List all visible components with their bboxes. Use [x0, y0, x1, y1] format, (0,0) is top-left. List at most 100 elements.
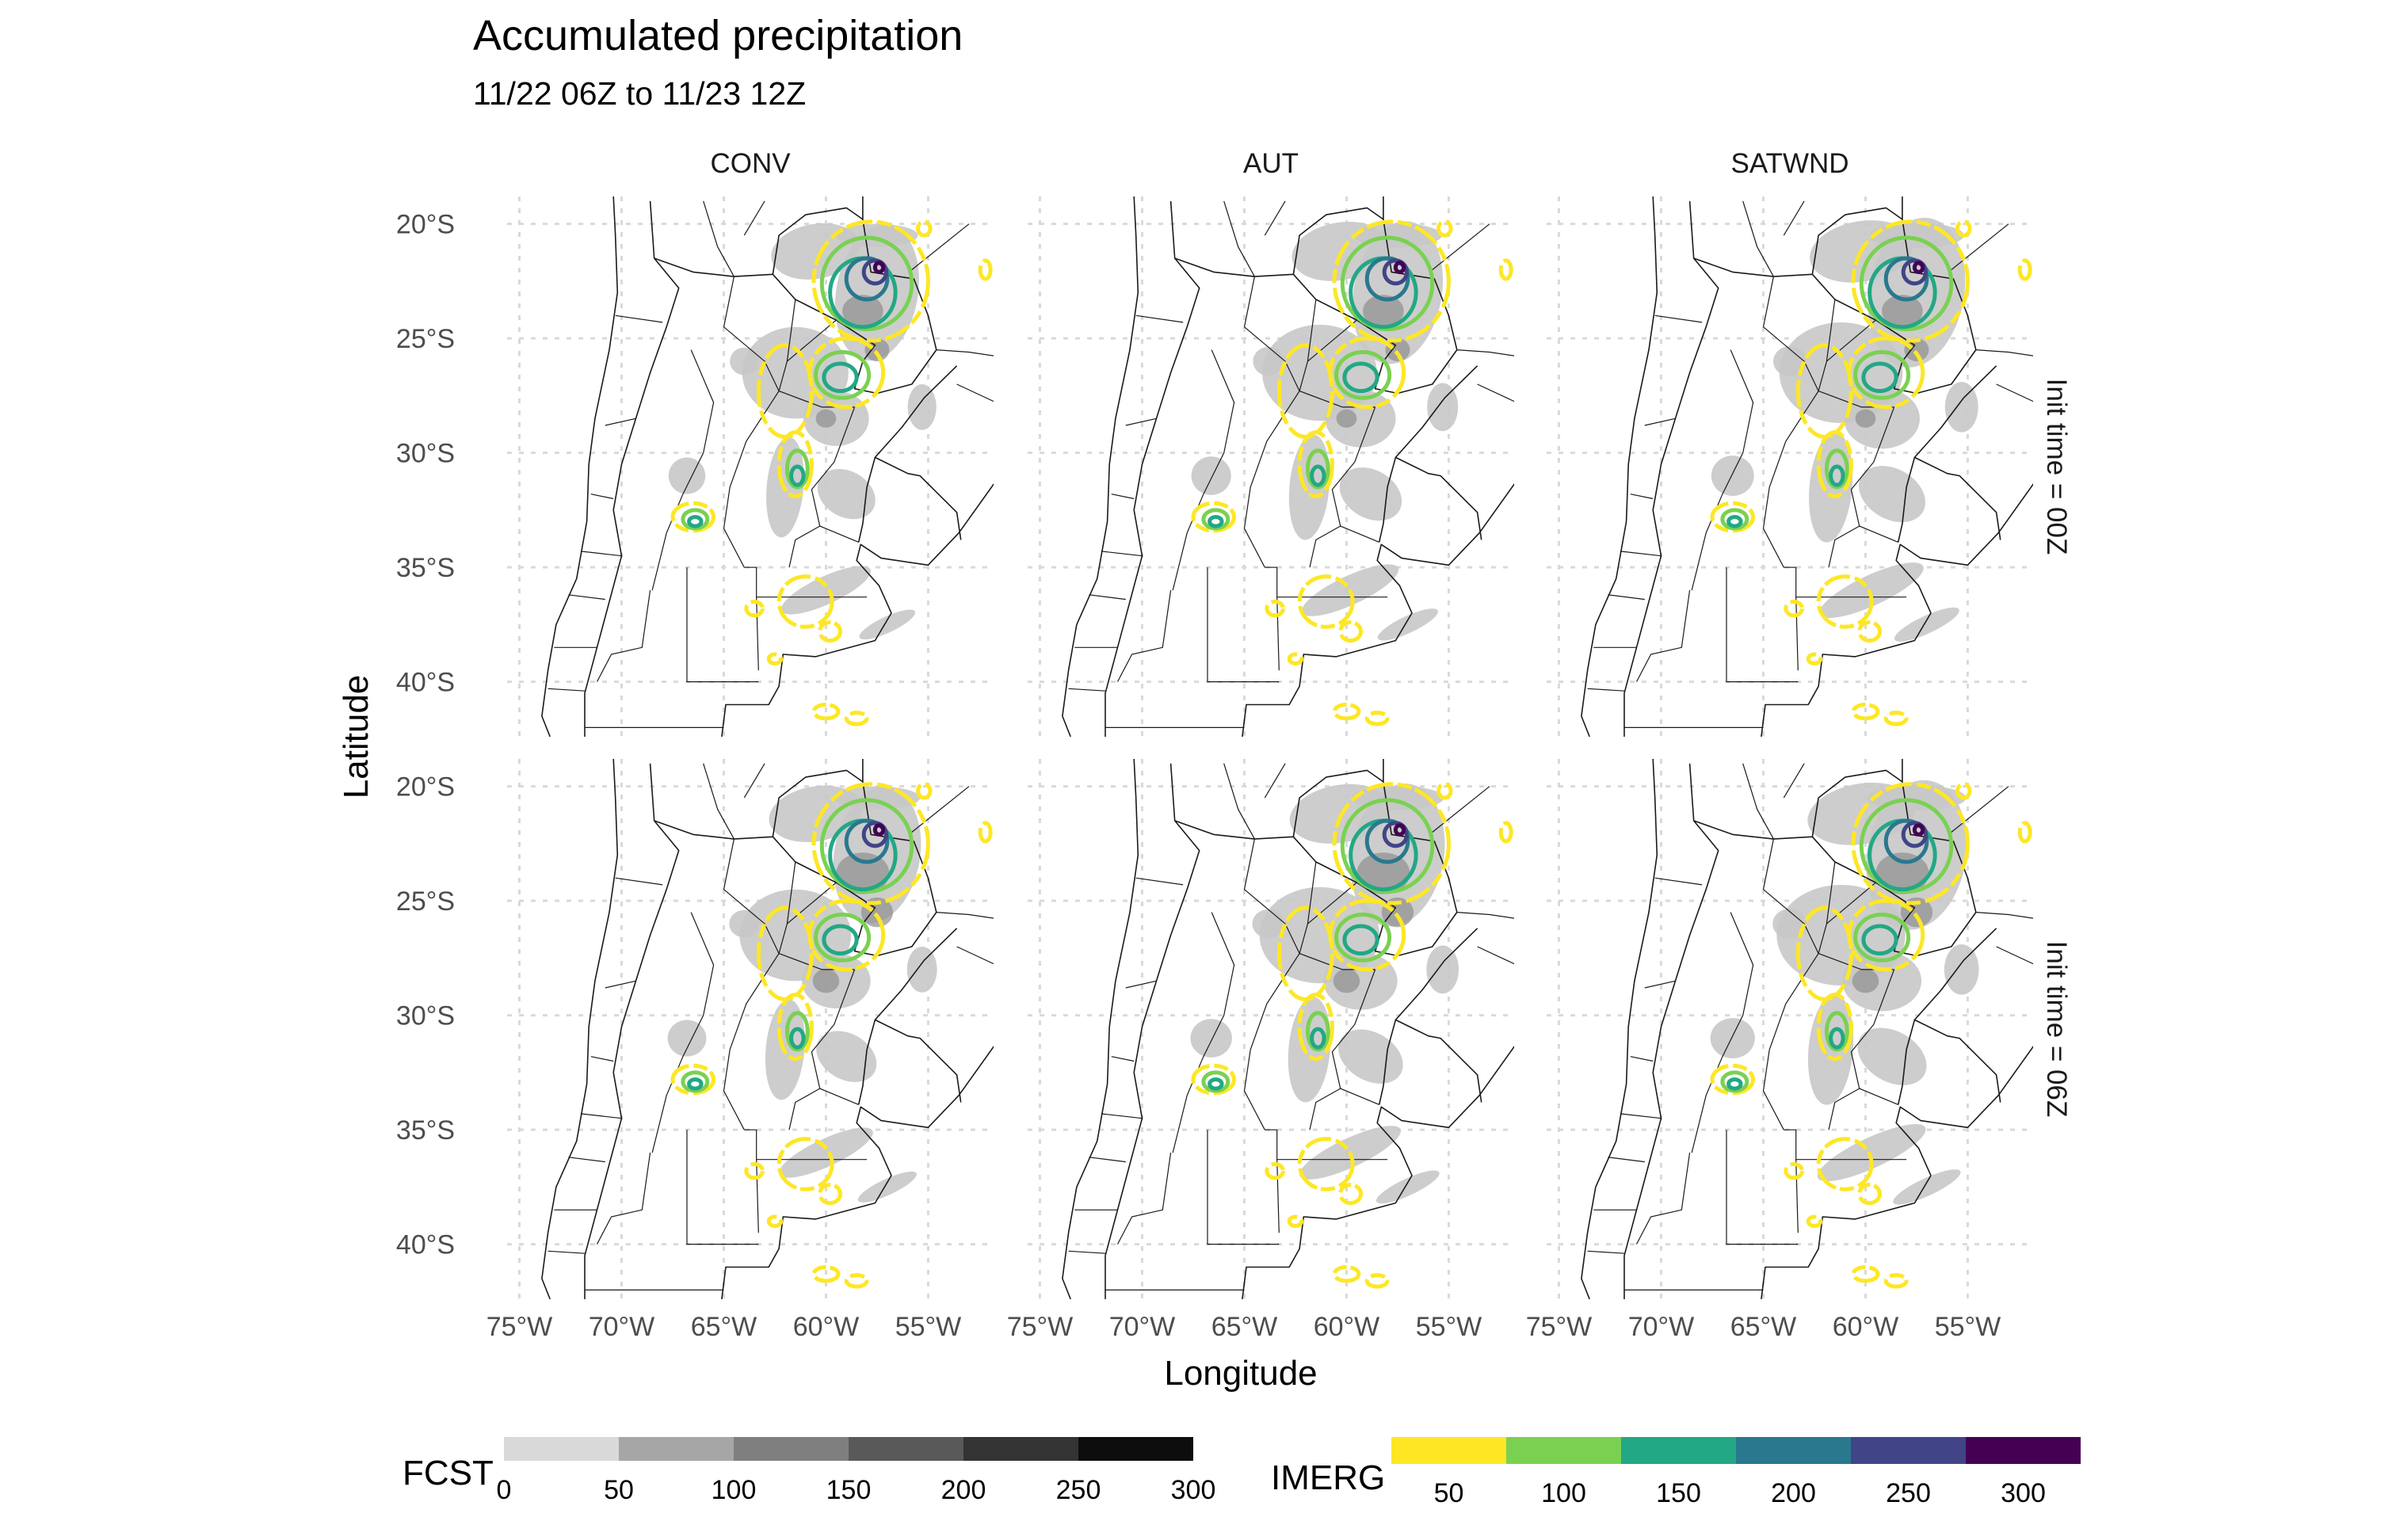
- imerg-contour: [1857, 1183, 1883, 1206]
- imerg-contour: [789, 464, 806, 487]
- province-line: [756, 1159, 759, 1233]
- province-line: [743, 200, 765, 236]
- fcst-precip-heavy: [1336, 409, 1357, 428]
- province-line: [1975, 349, 2033, 356]
- fcst-precip-heavy: [1385, 338, 1410, 362]
- province-line: [547, 688, 586, 692]
- fcst-precip-area: [803, 391, 869, 446]
- x-axis-title: Longitude: [1164, 1354, 1317, 1393]
- imerg-contour: [872, 261, 886, 274]
- imerg-contour: [1784, 1162, 1804, 1180]
- imerg-contour: [978, 258, 993, 281]
- boundary-line: [1693, 820, 1813, 840]
- fcst-precip-area: [1772, 908, 1807, 940]
- boundary-line: [1623, 763, 1719, 1299]
- facet-label-conv: CONV: [710, 148, 791, 179]
- fcst-precip-area: [1377, 608, 1438, 641]
- imerg-contour: [1784, 600, 1804, 618]
- imerg-contour: [670, 1063, 716, 1096]
- imerg-contour: [814, 350, 872, 400]
- legend-imerg-label: 100: [1541, 1478, 1586, 1508]
- lon-tick-label: 60°W: [1314, 1312, 1380, 1342]
- province-line: [1783, 763, 1805, 799]
- province-line: [1340, 1088, 1379, 1105]
- plot-title: Accumulated precipitation: [473, 12, 963, 59]
- imerg-contour: [814, 913, 872, 962]
- boundary-line: [1062, 759, 1139, 1299]
- boundary-line: [875, 456, 962, 540]
- imerg-contour: [1498, 821, 1513, 844]
- province-line: [819, 1088, 859, 1105]
- province-line: [1243, 838, 1300, 954]
- province-line: [1587, 688, 1625, 692]
- imerg-contour: [1338, 620, 1364, 643]
- province-line: [615, 877, 663, 886]
- fcst-precip-heavy: [815, 409, 837, 428]
- imerg-contour: [1883, 818, 1929, 864]
- imerg-contour: [1382, 821, 1410, 848]
- imerg-contour: [1901, 258, 1929, 286]
- province-line: [1477, 946, 1514, 965]
- fcst-precip-heavy: [1904, 338, 1929, 362]
- imerg-contour: [844, 711, 869, 726]
- imerg-contour: [1883, 256, 1929, 302]
- imerg-contour: [1340, 798, 1435, 894]
- province-line: [936, 912, 994, 919]
- imerg-contour: [2017, 821, 2032, 844]
- imerg-contour: [1310, 1027, 1326, 1050]
- imerg-contour: [818, 620, 843, 643]
- map-layers: [541, 196, 994, 737]
- imerg-contour: [784, 1011, 810, 1052]
- imerg-contour: [1364, 256, 1410, 302]
- province-line: [1125, 417, 1157, 426]
- fcst-precip-area: [1773, 345, 1807, 377]
- imerg-contour: [1857, 620, 1883, 643]
- province-line: [1784, 1129, 1907, 1161]
- boundary-line: [654, 257, 773, 277]
- imerg-contour: [776, 993, 814, 1062]
- province-line: [1654, 877, 1703, 886]
- legend-imerg-label: 150: [1656, 1478, 1701, 1508]
- imerg-contour: [670, 501, 716, 533]
- imerg-contour: [1861, 361, 1898, 394]
- province-line: [1309, 406, 1376, 568]
- imerg-contour: [744, 1162, 765, 1180]
- province-line: [756, 597, 759, 671]
- fcst-precip-area: [859, 609, 916, 640]
- imerg-contour: [784, 448, 810, 490]
- imerg-contour: [1297, 1137, 1355, 1191]
- province-line: [911, 786, 970, 833]
- imerg-contour: [1297, 574, 1355, 629]
- province-line: [956, 946, 994, 965]
- imerg-contour: [1297, 993, 1334, 1062]
- imerg-contour: [861, 258, 889, 286]
- fcst-precip-area: [1253, 346, 1284, 376]
- lon-tick-label: 65°W: [1730, 1312, 1797, 1342]
- imerg-contour: [1710, 501, 1756, 533]
- imerg-contour: [681, 508, 710, 531]
- lat-tick-label: 25°S: [396, 886, 455, 917]
- province-line: [1742, 200, 1774, 277]
- province-line: [605, 417, 636, 426]
- imerg-contour: [1851, 219, 1970, 343]
- province-line: [1951, 223, 2009, 270]
- imerg-contour: [1305, 448, 1330, 490]
- facet-label-row-1: Init time = 06Z: [2041, 941, 2072, 1118]
- imerg-contour: [766, 652, 784, 666]
- lon-tick-label: 75°W: [486, 1312, 553, 1342]
- imerg-contour: [1393, 261, 1406, 274]
- map-panel-satwnd-06z: [1547, 759, 2033, 1299]
- imerg-contour: [1829, 464, 1845, 487]
- fcst-precip-area: [1191, 456, 1231, 495]
- imerg-contour: [1332, 1265, 1361, 1283]
- province-line: [1762, 838, 1819, 954]
- fcst-precip-area: [857, 1171, 917, 1203]
- province-line: [1608, 1157, 1645, 1163]
- boundary-line: [1105, 763, 1200, 1299]
- map-panel-aut-06z: [1028, 759, 1514, 1299]
- province-line: [580, 1113, 622, 1119]
- province-line: [1243, 276, 1300, 391]
- boundary-line: [1693, 257, 1813, 277]
- fcst-precip-heavy: [1852, 969, 1879, 993]
- fcst-precip-area: [1375, 1170, 1440, 1204]
